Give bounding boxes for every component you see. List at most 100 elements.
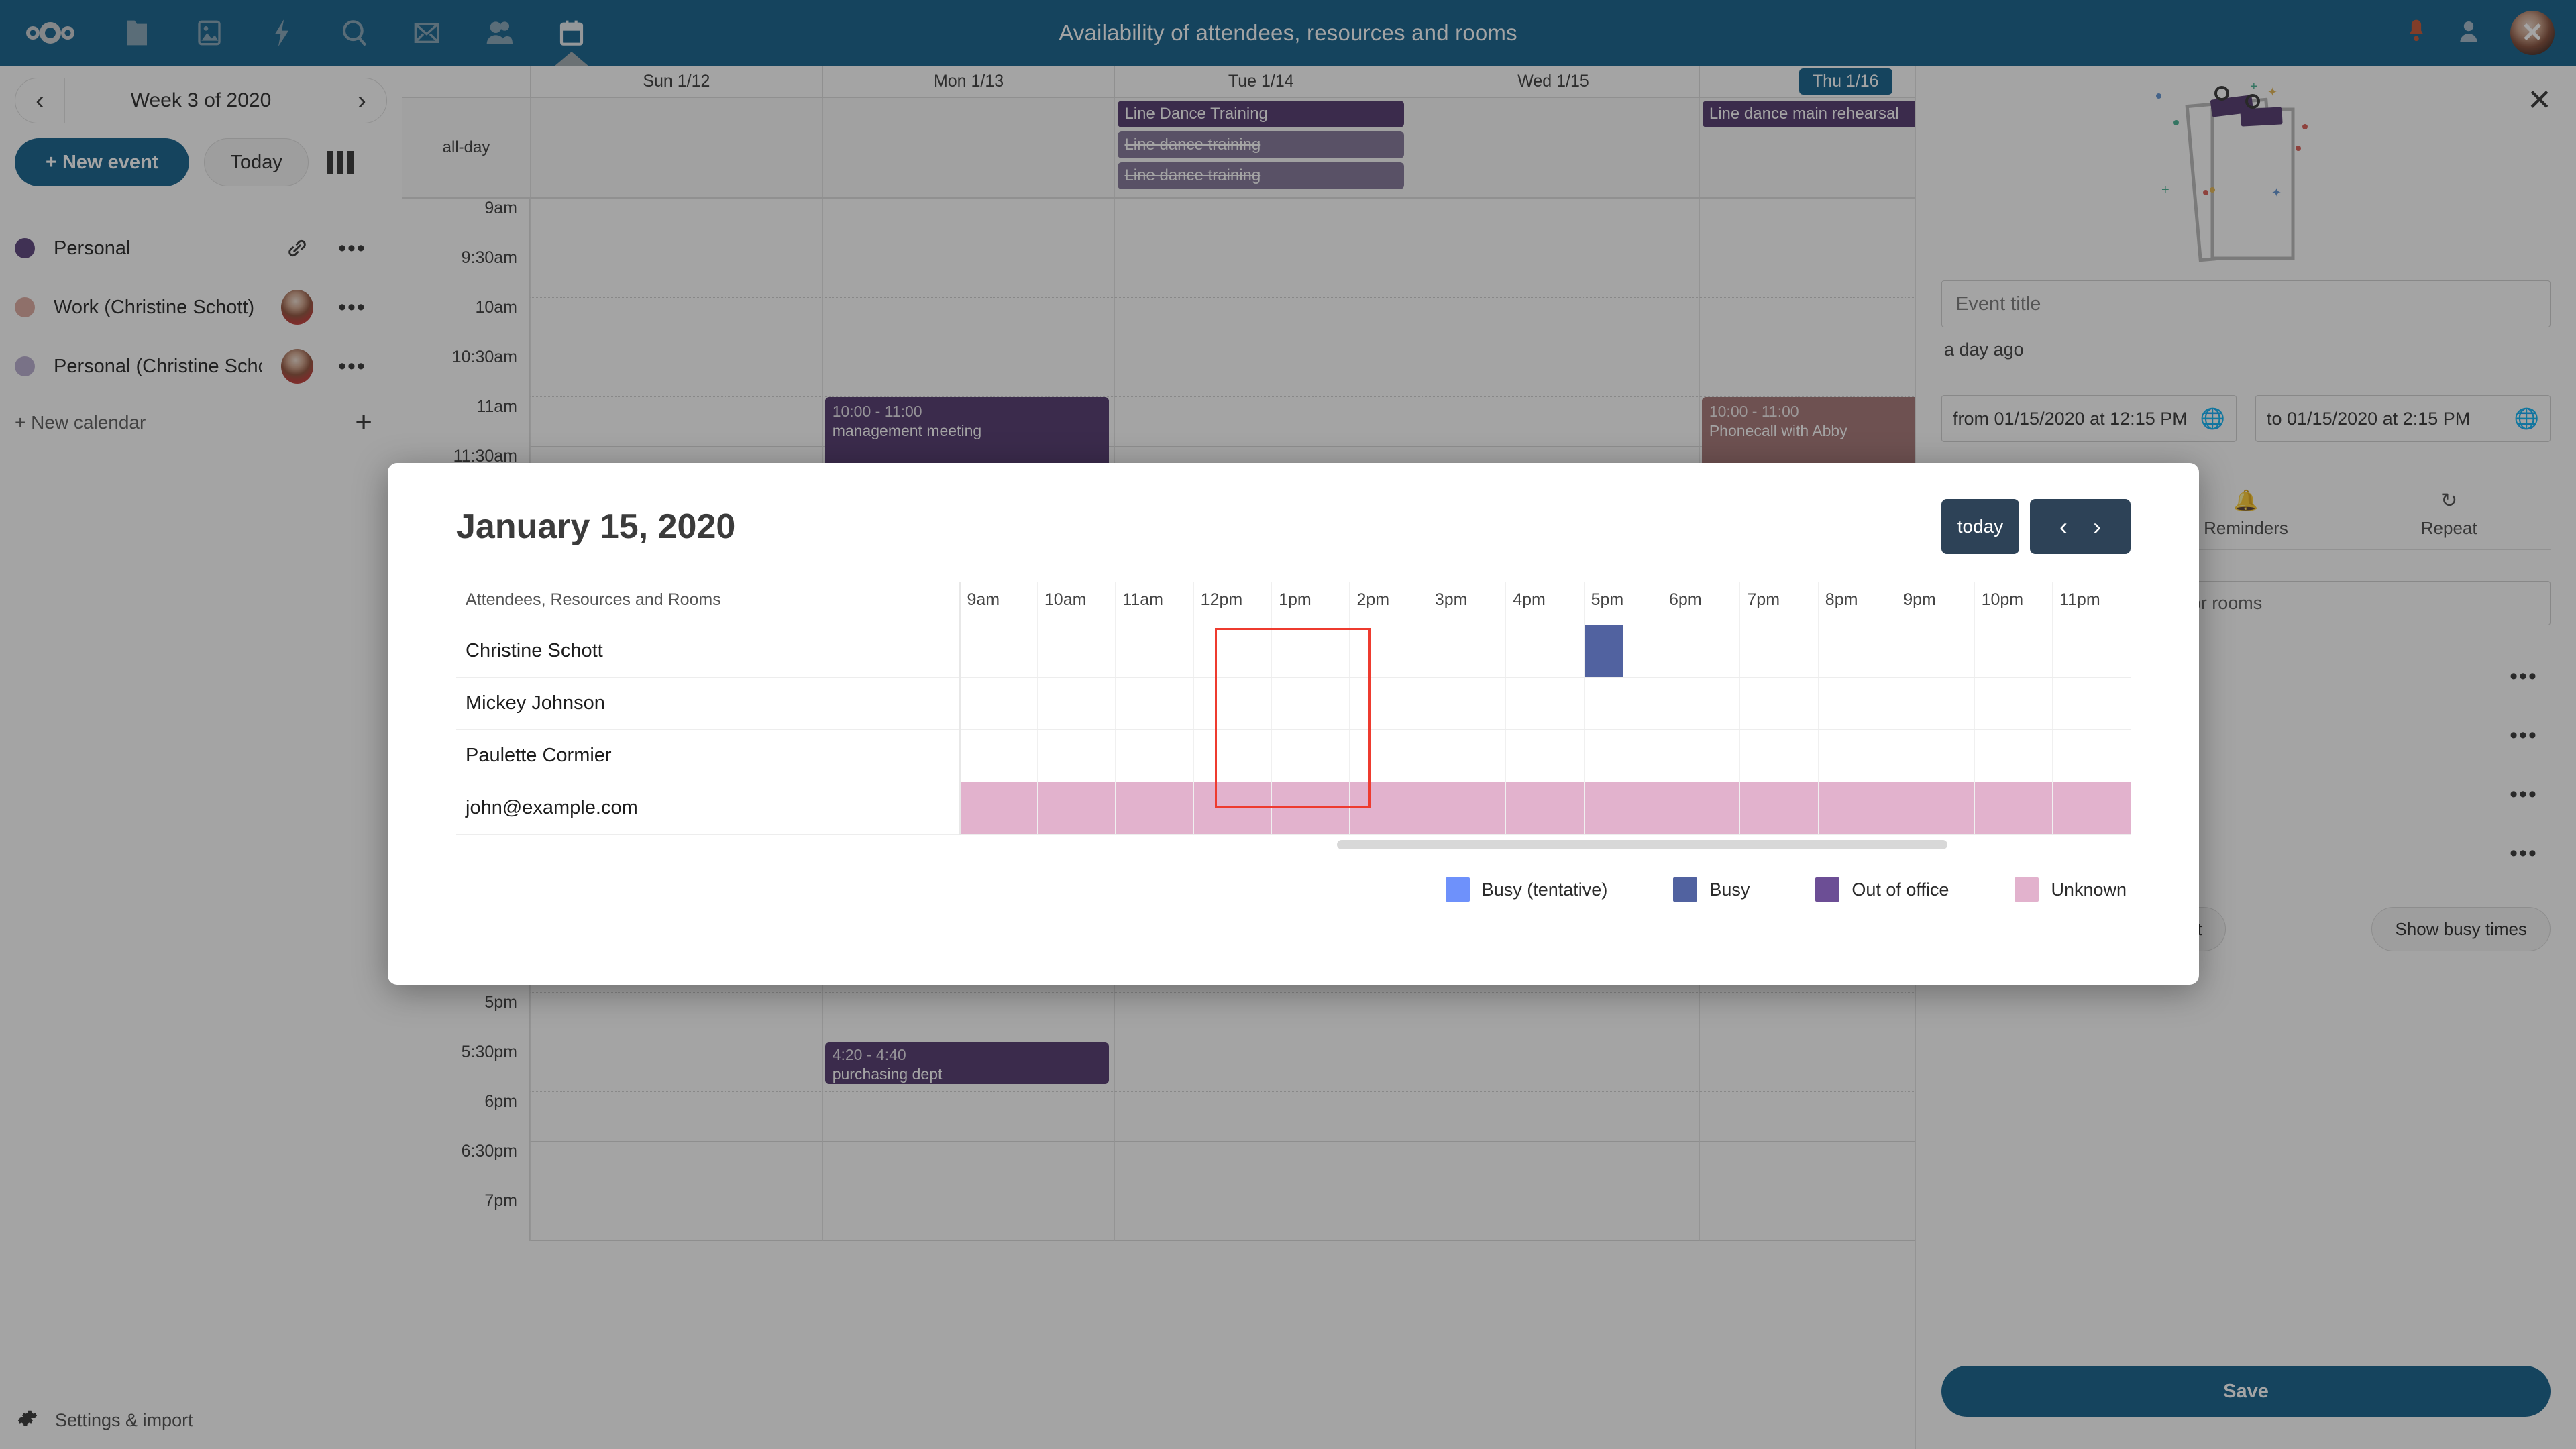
availability-cell[interactable] (1036, 782, 1116, 835)
availability-cell[interactable] (1115, 677, 1194, 730)
availability-cell[interactable] (1817, 729, 1896, 782)
availability-cell[interactable] (959, 625, 1038, 678)
availability-cell[interactable] (1271, 782, 1350, 835)
availability-cell[interactable] (1896, 625, 1975, 678)
calendar-menu-button[interactable]: ••• (338, 294, 366, 320)
availability-cell[interactable] (1036, 677, 1116, 730)
availability-cell[interactable] (1662, 782, 1740, 835)
modal-next-button[interactable]: › (2093, 513, 2101, 540)
availability-cell[interactable] (1974, 729, 2053, 782)
slot[interactable] (1699, 1191, 1992, 1241)
slot[interactable] (530, 1191, 822, 1241)
calendar-event[interactable]: 4:20 - 4:40 purchasing dept (824, 1042, 1110, 1084)
availability-cell[interactable] (1427, 729, 1506, 782)
availability-cell[interactable] (1739, 677, 1819, 730)
availability-cell[interactable] (1427, 625, 1506, 678)
slot[interactable] (1699, 993, 1992, 1042)
availability-cell[interactable] (2051, 677, 2131, 730)
availability-cell[interactable] (1896, 677, 1975, 730)
availability-cell[interactable] (1896, 782, 1975, 835)
attendee-row[interactable]: ••• (1941, 706, 2551, 765)
close-icon[interactable]: ✕ (2527, 84, 2552, 117)
slot[interactable] (822, 1142, 1115, 1191)
slot[interactable] (530, 1092, 822, 1142)
availability-cell[interactable] (2051, 625, 2131, 678)
slot[interactable] (1407, 199, 1699, 248)
all-day-col-mon[interactable] (822, 98, 1115, 197)
slot[interactable] (822, 1092, 1115, 1142)
slot[interactable] (1407, 1092, 1699, 1142)
attendee-row[interactable]: ••• (1941, 824, 2551, 883)
availability-cell[interactable] (1583, 729, 1662, 782)
availability-cell[interactable] (1036, 625, 1116, 678)
availability-cell[interactable] (2051, 729, 2131, 782)
slot[interactable] (822, 347, 1115, 397)
notifications-icon[interactable] (2406, 19, 2427, 48)
availability-cell[interactable] (1505, 625, 1585, 678)
all-day-event[interactable]: Line dance training (1118, 162, 1405, 189)
availability-cell[interactable] (1193, 729, 1272, 782)
scrollbar-thumb[interactable] (1337, 840, 1947, 849)
availability-cell[interactable] (1583, 782, 1662, 835)
slot[interactable] (822, 248, 1115, 298)
availability-cell[interactable] (959, 677, 1038, 730)
slot[interactable] (822, 298, 1115, 347)
attendee-menu-button[interactable]: ••• (2510, 663, 2538, 689)
availability-cell[interactable] (1974, 625, 2053, 678)
availability-cell[interactable] (1349, 729, 1428, 782)
slot[interactable] (822, 993, 1115, 1042)
slot[interactable] (530, 1042, 822, 1092)
slot[interactable] (1407, 1191, 1699, 1241)
calendar-item-work-christine-schott[interactable]: Work (Christine Schott) ••• (0, 278, 402, 337)
availability-cell[interactable] (1349, 677, 1428, 730)
modal-today-button[interactable]: today (1941, 499, 2019, 554)
slot[interactable] (1114, 397, 1407, 447)
availability-cell[interactable] (1036, 729, 1116, 782)
slot[interactable] (1407, 397, 1699, 447)
availability-cell[interactable] (1505, 729, 1585, 782)
slot[interactable] (1114, 1042, 1407, 1092)
calendar-item-personal-christine-schott[interactable]: Personal (Christine Scho... ••• (0, 337, 402, 396)
availability-cell[interactable] (1739, 625, 1819, 678)
next-week-button[interactable]: › (337, 78, 386, 123)
slot[interactable] (1699, 1142, 1992, 1191)
slot[interactable] (1699, 248, 1992, 298)
event-title-input[interactable] (1941, 280, 2551, 327)
attendee-menu-button[interactable]: ••• (2510, 722, 2538, 748)
slot[interactable] (1407, 248, 1699, 298)
availability-cell[interactable] (1193, 782, 1272, 835)
modal-prev-button[interactable]: ‹ (2059, 513, 2068, 540)
slot[interactable] (530, 347, 822, 397)
all-day-col-tue[interactable]: Line Dance Training Line dance training … (1114, 98, 1407, 197)
slot[interactable] (822, 199, 1115, 248)
calendar-item-personal[interactable]: Personal ••• (0, 219, 402, 278)
availability-cell[interactable] (1817, 782, 1896, 835)
availability-cell[interactable] (1662, 625, 1740, 678)
day-header-thu[interactable]: Thu 1/16 (1699, 66, 1992, 97)
slot[interactable] (1114, 298, 1407, 347)
availability-cell[interactable] (1271, 625, 1350, 678)
slot[interactable] (1114, 993, 1407, 1042)
slot[interactable] (1114, 199, 1407, 248)
day-header-mon[interactable]: Mon 1/13 (822, 66, 1115, 97)
availability-cell[interactable] (1193, 677, 1272, 730)
availability-cell[interactable] (1896, 729, 1975, 782)
availability-cell[interactable] (1662, 677, 1740, 730)
settings-and-import[interactable]: Settings & import (0, 1391, 402, 1449)
date-from-field[interactable]: from 01/15/2020 at 12:15 PM 🌐 (1941, 395, 2237, 442)
save-button[interactable]: Save (1941, 1366, 2551, 1417)
horizontal-scrollbar[interactable] (961, 839, 2131, 851)
slot[interactable] (822, 1042, 1115, 1092)
availability-cell[interactable] (1739, 782, 1819, 835)
availability-cell[interactable] (1115, 729, 1194, 782)
availability-cell[interactable] (1739, 729, 1819, 782)
contacts-menu-icon[interactable] (2458, 19, 2479, 48)
day-header-tue[interactable]: Tue 1/14 (1114, 66, 1407, 97)
contacts-icon[interactable] (463, 0, 535, 66)
slot[interactable] (1699, 347, 1992, 397)
new-calendar-row[interactable]: + New calendar + (0, 396, 402, 449)
attendee-menu-button[interactable]: ••• (2510, 781, 2538, 807)
link-icon[interactable] (281, 237, 313, 260)
availability-cell[interactable] (1662, 729, 1740, 782)
calendar-icon[interactable] (535, 0, 608, 66)
